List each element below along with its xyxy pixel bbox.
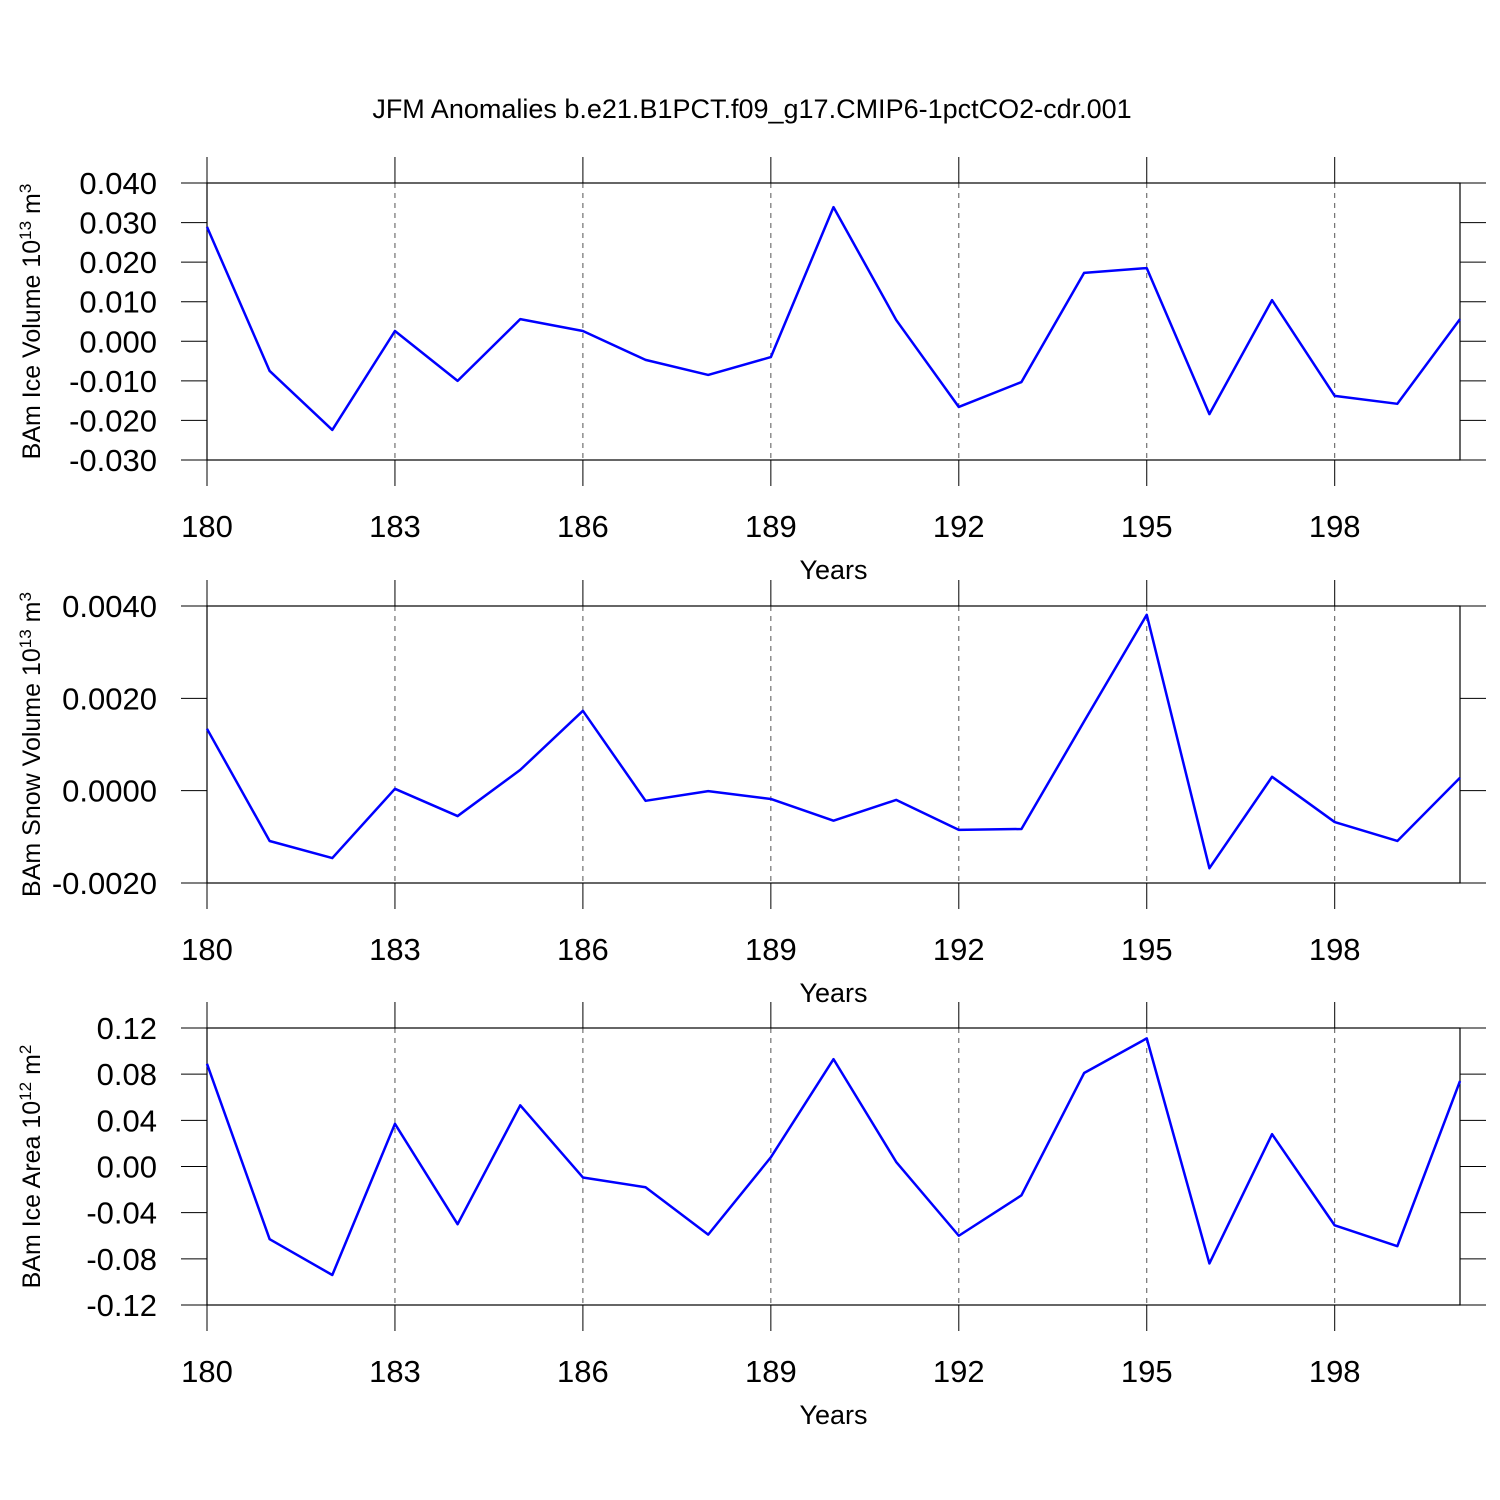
x-tick-label: 189 [745, 1354, 797, 1389]
y-axis-label-exponent: 2 [16, 1045, 35, 1054]
y-axis-label-text: BAm Ice Volume 10 [18, 240, 46, 460]
y-axis-label-exponent: 13 [16, 629, 35, 648]
y-tick-label: 0.00 [97, 1150, 157, 1185]
x-tick-label: 183 [369, 1354, 421, 1389]
y-tick-label: 0.12 [97, 1011, 157, 1046]
x-tick-label: 198 [1309, 509, 1361, 544]
x-tick-label: 195 [1121, 1354, 1173, 1389]
x-tick-label: 192 [933, 509, 985, 544]
data-line [205, 613, 1461, 870]
y-tick-label: -0.020 [69, 403, 157, 438]
y-tick-label: 0.040 [79, 166, 157, 201]
x-tick-label: 189 [745, 509, 797, 544]
plot-frame [206, 182, 1461, 461]
x-axis-label: Years [799, 555, 867, 585]
y-tick-label: 0.030 [79, 206, 157, 241]
y-tick-label: 0.04 [97, 1103, 157, 1138]
x-tick-label: 195 [1121, 932, 1173, 967]
y-tick-label: 0.0020 [62, 681, 157, 716]
data-line [205, 1037, 1462, 1277]
x-tick-label: 189 [745, 932, 797, 967]
plot-frame [206, 1027, 1461, 1306]
y-axis-label-text: m [18, 193, 46, 221]
x-axis-label: Years [799, 1400, 867, 1430]
x-tick-label: 192 [933, 1354, 985, 1389]
data-line [205, 205, 1462, 432]
x-tick-label: 180 [181, 1354, 233, 1389]
y-axis-label-exponent: 3 [16, 592, 35, 601]
x-tick-label: 186 [557, 509, 609, 544]
x-tick-label: 198 [1309, 1354, 1361, 1389]
x-axis-label: Years [799, 978, 867, 1008]
x-tick-label: 186 [557, 1354, 609, 1389]
figure-title: JFM Anomalies b.e21.B1PCT.f09_g17.CMIP6-… [372, 94, 1131, 124]
y-tick-label: 0.000 [79, 324, 157, 359]
y-axis-label: BAm Ice Volume 1013 m3 [16, 184, 47, 460]
x-tick-label: 186 [557, 932, 609, 967]
y-tick-label: 0.010 [79, 285, 157, 320]
y-tick-label: 0.020 [79, 245, 157, 280]
y-tick-label: -0.12 [86, 1288, 157, 1323]
y-axis-label-exponent: 13 [16, 221, 35, 240]
y-axis-label: BAm Ice Area 1012 m2 [16, 1045, 47, 1289]
x-tick-label: 198 [1309, 932, 1361, 967]
y-axis-label-text: BAm Snow Volume 10 [18, 648, 46, 897]
y-axis-label-exponent: 3 [16, 184, 35, 193]
y-axis-label-text: m [18, 1054, 46, 1082]
y-tick-label: -0.08 [86, 1242, 157, 1277]
y-tick-label: -0.010 [69, 364, 157, 399]
x-tick-label: 192 [933, 932, 985, 967]
y-tick-label: 0.0040 [62, 589, 157, 624]
x-tick-label: 180 [181, 932, 233, 967]
y-tick-label: 0.08 [97, 1057, 157, 1092]
y-tick-label: -0.04 [86, 1196, 157, 1231]
y-tick-label: -0.030 [69, 443, 157, 478]
plot-frame [206, 605, 1461, 884]
y-tick-label: -0.0020 [52, 866, 157, 901]
x-tick-label: 183 [369, 932, 421, 967]
y-axis-label-text: m [18, 602, 46, 630]
y-axis-label-text: BAm Ice Area 10 [18, 1101, 46, 1289]
y-axis-label: BAm Snow Volume 1013 m3 [16, 592, 47, 897]
y-tick-label: 0.0000 [62, 774, 157, 809]
y-axis-label-exponent: 12 [16, 1082, 35, 1101]
x-tick-label: 180 [181, 509, 233, 544]
x-tick-label: 195 [1121, 509, 1173, 544]
x-tick-label: 183 [369, 509, 421, 544]
